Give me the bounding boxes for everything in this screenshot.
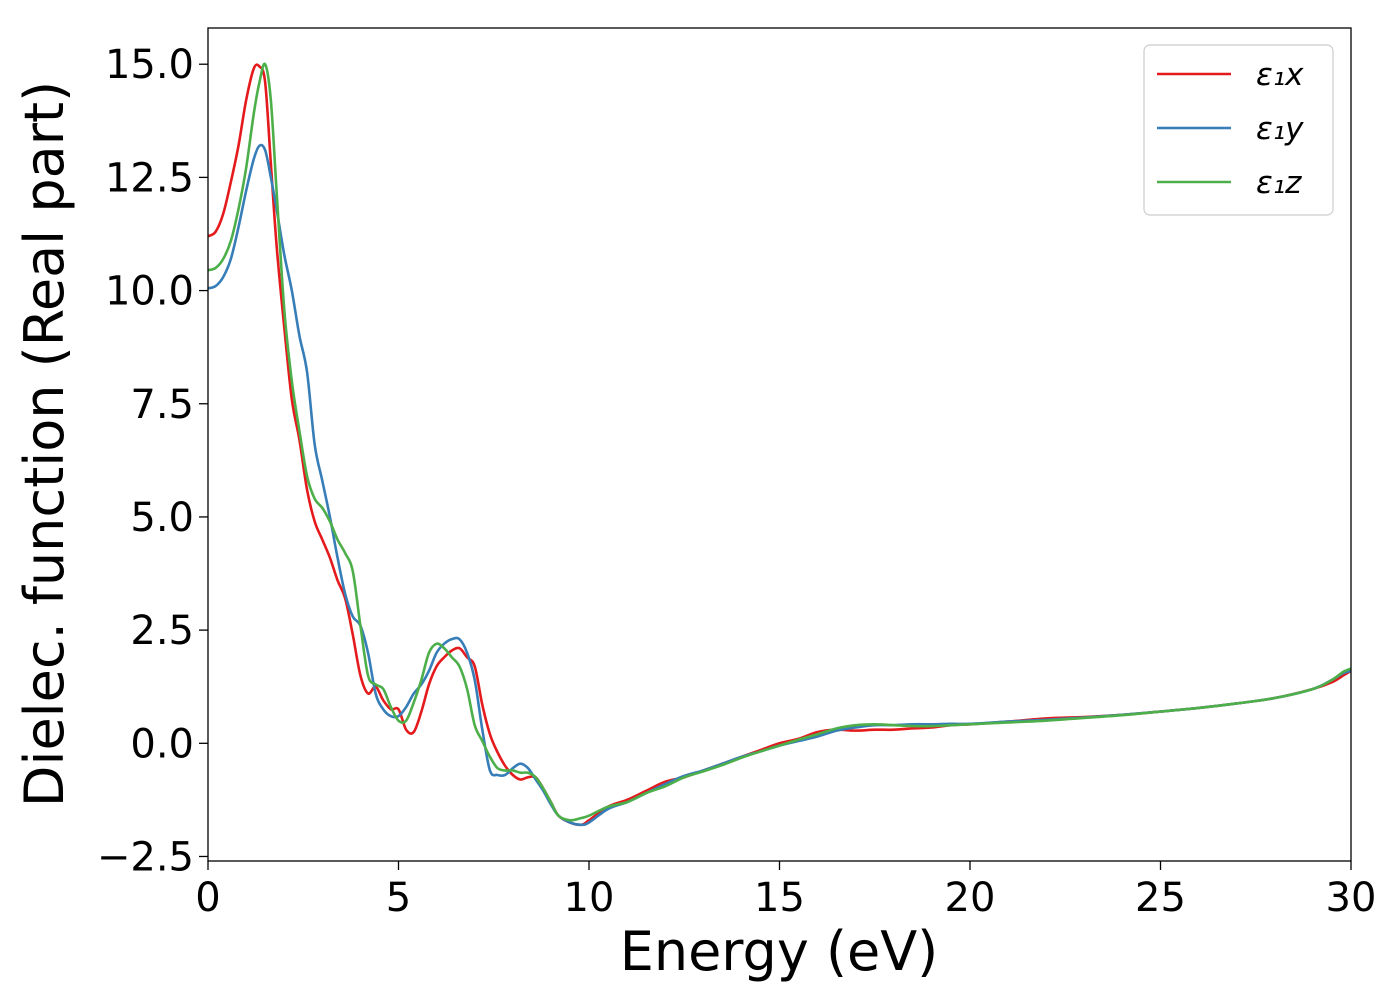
x-axis-label: Energy (eV) bbox=[620, 920, 939, 983]
x-tick-label: 0 bbox=[195, 875, 220, 921]
x-tick-label: 20 bbox=[945, 875, 996, 921]
series-layer bbox=[208, 62, 1351, 827]
x-tick-label: 10 bbox=[564, 875, 615, 921]
y-tick-label: 10.0 bbox=[105, 269, 194, 315]
y-axis-ticks: −2.5 0.0 2.5 5.0 7.5 10.0 12.5 15.0 bbox=[97, 42, 208, 880]
y-axis-label: Dielec. function (Real part) bbox=[13, 81, 76, 807]
x-tick-label: 5 bbox=[386, 875, 411, 921]
y-tick-label: 15.0 bbox=[105, 42, 194, 88]
series-line-3 bbox=[208, 62, 1351, 822]
series-line-2 bbox=[208, 143, 1351, 827]
y-tick-label: 5.0 bbox=[130, 495, 194, 541]
x-tick-label: 30 bbox=[1326, 875, 1377, 921]
x-tick-label: 25 bbox=[1135, 875, 1186, 921]
legend: ε₁x ε₁y ε₁z bbox=[1143, 44, 1334, 216]
y-tick-label: 7.5 bbox=[130, 382, 194, 428]
y-tick-label: −2.5 bbox=[97, 834, 194, 880]
legend-label: ε₁z bbox=[1256, 165, 1302, 201]
y-tick-label: 0.0 bbox=[130, 721, 194, 767]
legend-label: ε₁x bbox=[1256, 57, 1304, 93]
legend-label: ε₁y bbox=[1256, 111, 1304, 147]
x-tick-label: 15 bbox=[754, 875, 805, 921]
x-axis-ticks: 0 5 10 15 20 25 30 bbox=[195, 861, 1376, 921]
y-tick-label: 12.5 bbox=[105, 155, 194, 201]
y-tick-label: 2.5 bbox=[130, 608, 194, 654]
legend-box bbox=[1143, 44, 1334, 216]
